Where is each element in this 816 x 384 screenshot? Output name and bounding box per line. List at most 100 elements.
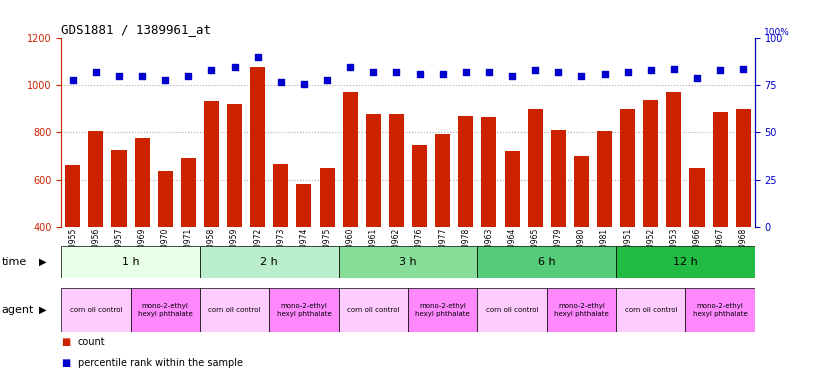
Bar	[343, 93, 357, 321]
Text: mono-2-ethyl
hexyl phthalate: mono-2-ethyl hexyl phthalate	[693, 303, 747, 317]
Bar	[616, 288, 685, 332]
Text: mono-2-ethyl
hexyl phthalate: mono-2-ethyl hexyl phthalate	[138, 303, 193, 317]
Text: 6 h: 6 h	[538, 257, 556, 267]
Point	[205, 67, 218, 73]
Point	[251, 54, 264, 60]
Text: mono-2-ethyl
hexyl phthalate: mono-2-ethyl hexyl phthalate	[277, 303, 331, 317]
Text: 3 h: 3 h	[399, 257, 417, 267]
Point	[598, 71, 611, 77]
Bar	[477, 288, 547, 332]
Bar	[690, 168, 704, 321]
Point	[344, 63, 357, 70]
Point	[113, 73, 126, 79]
Text: ▶: ▶	[39, 305, 47, 315]
Text: count: count	[78, 337, 105, 347]
Bar	[339, 288, 408, 332]
Bar	[481, 117, 496, 321]
Bar	[389, 114, 404, 321]
Point	[321, 77, 334, 83]
Text: ▶: ▶	[39, 257, 47, 267]
Bar	[273, 164, 288, 321]
Bar	[528, 109, 543, 321]
Point	[366, 69, 379, 75]
Point	[274, 79, 287, 85]
Bar	[320, 168, 335, 321]
Point	[667, 65, 681, 71]
Point	[228, 63, 241, 70]
Point	[390, 69, 403, 75]
Bar	[181, 158, 196, 321]
Point	[574, 73, 588, 79]
Point	[505, 73, 518, 79]
Text: 2 h: 2 h	[260, 257, 278, 267]
Point	[66, 77, 79, 83]
Bar	[200, 246, 339, 278]
Point	[690, 75, 703, 81]
Bar	[112, 150, 126, 321]
Bar	[643, 99, 659, 321]
Bar	[296, 184, 312, 321]
Text: ■: ■	[61, 337, 70, 347]
Bar	[459, 116, 473, 321]
Bar	[616, 246, 755, 278]
Bar	[339, 246, 477, 278]
Text: ■: ■	[61, 358, 70, 368]
Bar	[547, 288, 616, 332]
Point	[644, 67, 657, 73]
Bar	[412, 146, 427, 321]
Point	[413, 71, 426, 77]
Point	[135, 73, 149, 79]
Bar	[667, 93, 681, 321]
Text: corn oil control: corn oil control	[486, 307, 539, 313]
Bar	[251, 67, 265, 321]
Point	[459, 69, 472, 75]
Bar	[620, 109, 635, 321]
Text: percentile rank within the sample: percentile rank within the sample	[78, 358, 242, 368]
Text: corn oil control: corn oil control	[69, 307, 122, 313]
Point	[529, 67, 542, 73]
Bar	[157, 171, 173, 321]
Text: 1 h: 1 h	[122, 257, 140, 267]
Bar	[685, 288, 755, 332]
Point	[158, 77, 171, 83]
Point	[552, 69, 565, 75]
Bar	[366, 114, 381, 321]
Bar	[200, 288, 269, 332]
Text: 100%: 100%	[764, 28, 790, 36]
Text: agent: agent	[2, 305, 34, 315]
Bar	[574, 156, 589, 321]
Bar	[61, 246, 200, 278]
Text: corn oil control: corn oil control	[347, 307, 400, 313]
Bar	[551, 130, 565, 321]
Point	[182, 73, 195, 79]
Bar	[712, 113, 728, 321]
Bar	[435, 134, 450, 321]
Bar	[477, 246, 616, 278]
Text: 12 h: 12 h	[673, 257, 698, 267]
Bar	[408, 288, 477, 332]
Point	[621, 69, 634, 75]
Text: mono-2-ethyl
hexyl phthalate: mono-2-ethyl hexyl phthalate	[554, 303, 609, 317]
Bar	[597, 131, 612, 321]
Text: GDS1881 / 1389961_at: GDS1881 / 1389961_at	[61, 23, 211, 36]
Bar	[736, 109, 751, 321]
Bar	[504, 151, 520, 321]
Text: mono-2-ethyl
hexyl phthalate: mono-2-ethyl hexyl phthalate	[415, 303, 470, 317]
Point	[297, 81, 310, 87]
Text: corn oil control: corn oil control	[208, 307, 261, 313]
Text: corn oil control: corn oil control	[624, 307, 677, 313]
Point	[737, 65, 750, 71]
Bar	[88, 131, 104, 321]
Bar	[204, 101, 219, 321]
Point	[713, 67, 726, 73]
Bar	[61, 288, 131, 332]
Point	[89, 69, 102, 75]
Point	[436, 71, 449, 77]
Bar	[131, 288, 200, 332]
Bar	[65, 166, 80, 321]
Bar	[135, 138, 149, 321]
Bar	[227, 104, 242, 321]
Bar	[269, 288, 339, 332]
Point	[482, 69, 495, 75]
Text: time: time	[2, 257, 27, 267]
